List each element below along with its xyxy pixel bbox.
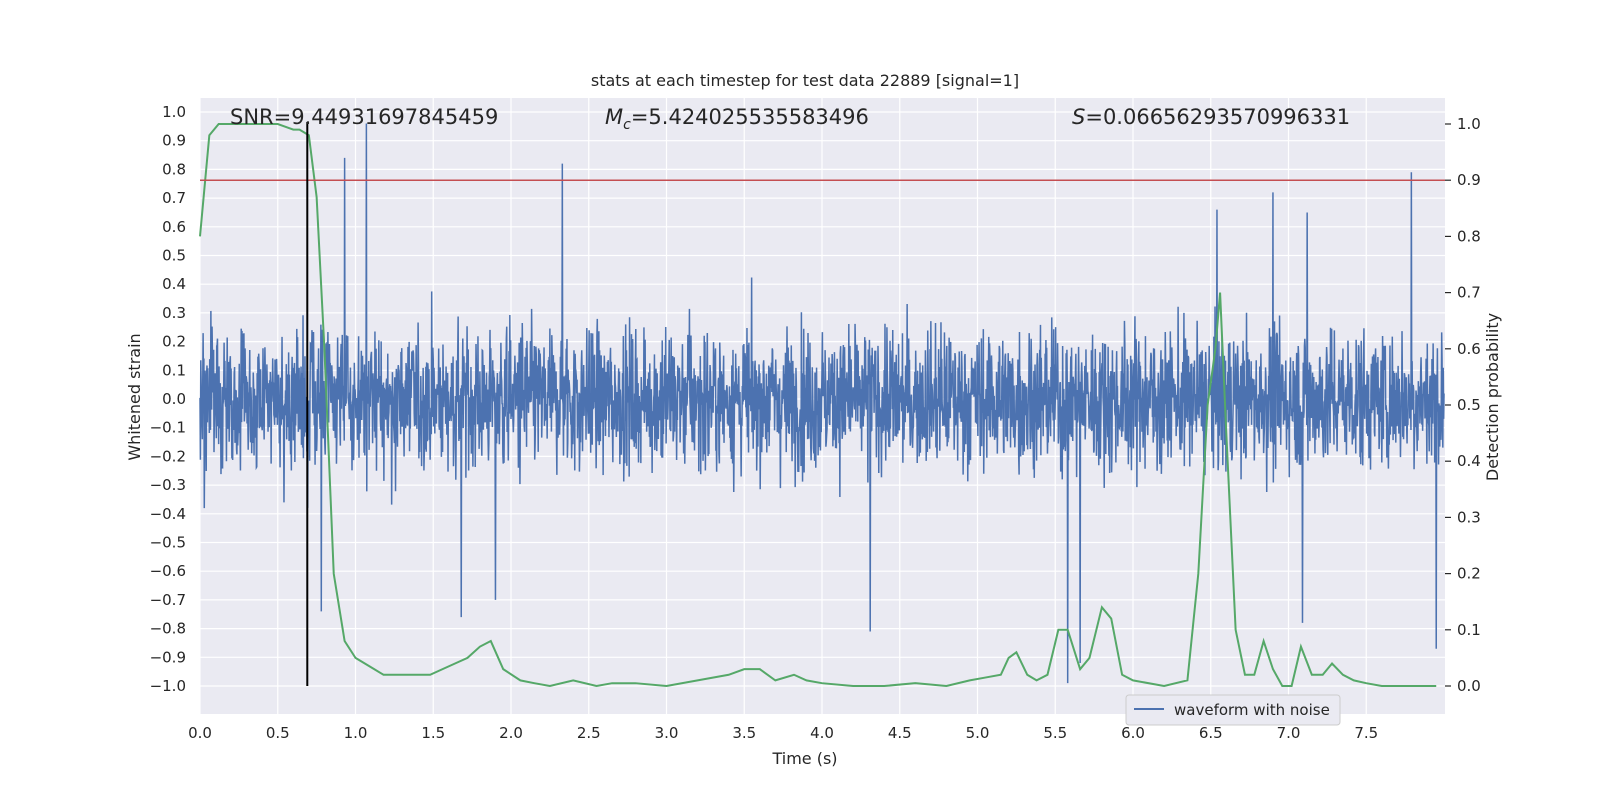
x-tick-label: 4.0: [810, 724, 834, 742]
y-tick-label: −0.4: [150, 505, 186, 523]
y2-tick-label: 0.2: [1457, 565, 1481, 583]
y2-tick-label: 0.1: [1457, 621, 1481, 639]
mc-annotation: Mc=5.424025535583496: [605, 105, 869, 133]
x-tick-label: 4.5: [888, 724, 912, 742]
legend: waveform with noise: [1125, 694, 1341, 726]
x-tick-label: 7.5: [1354, 724, 1378, 742]
x-axis-ticks: 0.0 0.5 1.0 1.5 2.0 2.5 3.0 3.5 4.0 4.5 5.0 5.5 6.0 6…: [188, 724, 1378, 742]
y-tick-label: −0.9: [150, 648, 186, 666]
mc-symbol: M: [605, 105, 623, 129]
y-tick-label: 0.7: [162, 189, 186, 207]
legend-entry-label: waveform with noise: [1174, 701, 1330, 719]
y-tick-label: −0.1: [150, 419, 186, 437]
x-tick-label: 2.5: [577, 724, 601, 742]
waveform-line: [199, 123, 1445, 684]
y2-tick-label: 0.7: [1457, 284, 1481, 302]
y-tick-label: −0.3: [150, 476, 186, 494]
x-tick-label: 3.0: [655, 724, 679, 742]
x-tick-label: 0.0: [188, 724, 212, 742]
x-tick-label: 6.0: [1121, 724, 1145, 742]
y-tick-label: 0.6: [162, 218, 186, 236]
waveform-series: [199, 123, 1445, 684]
x-tick-label: 1.0: [344, 724, 368, 742]
y-axis-label: Whitened strain: [125, 333, 144, 460]
y-tick-label: −1.0: [150, 677, 186, 695]
y-tick-label: −0.2: [150, 447, 186, 465]
x-tick-label: 0.5: [266, 724, 290, 742]
mc-value: =5.424025535583496: [631, 105, 869, 129]
snr-annotation: SNR=9.44931697845459: [230, 105, 498, 129]
y-tick-label: 0.9: [162, 132, 186, 150]
y-tick-label: 0.0: [162, 390, 186, 408]
y2-tick-label: 0.4: [1457, 452, 1481, 470]
y2-tick-label: 0.8: [1457, 227, 1481, 245]
s-value: =0.06656293570996331: [1085, 105, 1350, 129]
y-tick-label: 1.0: [162, 103, 186, 121]
y2-tick-label: 0.0: [1457, 677, 1481, 695]
y-tick-label: −0.7: [150, 591, 186, 609]
y-tick-label: 0.3: [162, 304, 186, 322]
y2-tick-label: 1.0: [1457, 115, 1481, 133]
y-tick-label: 0.4: [162, 275, 186, 293]
probability-series: [199, 123, 1437, 688]
y2-tick-label: 0.5: [1457, 396, 1481, 414]
x-axis-label: Time (s): [771, 749, 837, 768]
y-tick-label: 0.1: [162, 361, 186, 379]
x-tick-label: 5.0: [966, 724, 990, 742]
s-symbol: S: [1072, 105, 1085, 129]
y-axis-ticks: 1.0 0.9 0.8 0.7 0.6 0.5 0.4 0.3 0.2 0.1 0.0 −0.1 −0.…: [150, 103, 186, 695]
legend-box: [1125, 694, 1341, 726]
x-tick-label: 2.0: [499, 724, 523, 742]
y-tick-label: 0.2: [162, 333, 186, 351]
y2-axis-ticks: 1.0 0.9 0.8 0.7 0.6 0.5 0.4 0.3 0.2 0.1 0.0: [1445, 115, 1481, 695]
y2-tick-label: 0.9: [1457, 171, 1481, 189]
y-tick-label: −0.6: [150, 562, 186, 580]
x-tick-label: 5.5: [1043, 724, 1067, 742]
x-tick-label: 1.5: [421, 724, 445, 742]
x-tick-label: 7.0: [1277, 724, 1301, 742]
y-tick-label: −0.8: [150, 620, 186, 638]
x-tick-label: 6.5: [1199, 724, 1223, 742]
probability-line: [199, 123, 1437, 688]
y2-tick-label: 0.3: [1457, 508, 1481, 526]
mc-subscript: c: [623, 117, 631, 133]
s-annotation: S=0.06656293570996331: [1072, 105, 1350, 129]
markers: [200, 122, 1445, 686]
chart-title: stats at each timestep for test data 228…: [591, 71, 1019, 90]
y-tick-label: 0.5: [162, 247, 186, 265]
x-tick-label: 3.5: [732, 724, 756, 742]
y-tick-label: −0.5: [150, 534, 186, 552]
y2-axis-label: Detection probability: [1483, 313, 1502, 481]
y-tick-label: 0.8: [162, 160, 186, 178]
y2-tick-label: 0.6: [1457, 340, 1481, 358]
